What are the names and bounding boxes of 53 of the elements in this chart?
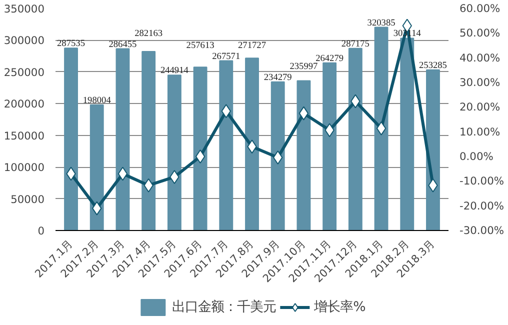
bar: [245, 58, 259, 230]
data-label: 282163: [134, 28, 163, 39]
y-tick-label: 350000: [4, 2, 45, 16]
bar: [374, 26, 388, 230]
y2-tick-label: 0.00%: [460, 150, 494, 163]
legend-label: 出口金额：千美元: [172, 298, 276, 316]
y2-tick-label: 30.00%: [460, 76, 500, 89]
data-label: 267571: [212, 52, 240, 62]
bar: [167, 74, 182, 230]
point: [298, 106, 309, 120]
data-label: 234279: [264, 72, 292, 83]
bar: [193, 66, 208, 230]
y2-tick-label: 20.00%: [460, 100, 500, 114]
bar: [426, 69, 440, 230]
y-tick-label: 150000: [4, 129, 45, 142]
data-label: 253285: [418, 60, 448, 71]
data-label: 287535: [57, 39, 86, 50]
data-label: 286455: [108, 40, 138, 50]
bar: [64, 48, 78, 230]
bar: [400, 38, 414, 230]
data-label: 257613: [186, 40, 215, 51]
bar: [116, 48, 130, 230]
point: [195, 150, 206, 164]
legend-label: 增长率%: [314, 298, 366, 316]
y-tick-label: 50000: [10, 192, 45, 206]
bar: [348, 48, 362, 230]
y2-tick-label: 10.00%: [460, 125, 500, 138]
bar: [296, 80, 311, 230]
bar: [219, 60, 234, 230]
data-label: 198004: [82, 96, 112, 106]
y-tick-label: 300000: [4, 34, 45, 48]
y2-tick-label: 40.00%: [460, 51, 500, 64]
y-tick-label: 100000: [4, 161, 45, 174]
y-tick-label: 250000: [4, 66, 45, 79]
point: [376, 121, 386, 136]
y2-tick-label: -30.00%: [460, 224, 504, 237]
data-label: 320385: [367, 18, 396, 28]
y-tick-label: 200000: [4, 98, 45, 111]
bar: [142, 51, 156, 230]
bar: [270, 81, 285, 230]
y2-tick-label: -20.00%: [460, 199, 504, 212]
data-label: 287175: [341, 39, 370, 50]
data-label: 235997: [290, 62, 318, 72]
data-label: 264279: [316, 54, 344, 64]
point: [118, 166, 128, 181]
data-label: 244914: [160, 66, 189, 76]
bar: [322, 62, 337, 230]
y2-tick-label: -10.00%: [460, 174, 504, 188]
bar: [90, 104, 104, 230]
y2-tick-label: 50.00%: [460, 26, 500, 40]
y2-tick-label: 60.00%: [460, 2, 500, 15]
y-tick-label: 0: [38, 224, 45, 238]
data-label: 271727: [238, 40, 266, 51]
